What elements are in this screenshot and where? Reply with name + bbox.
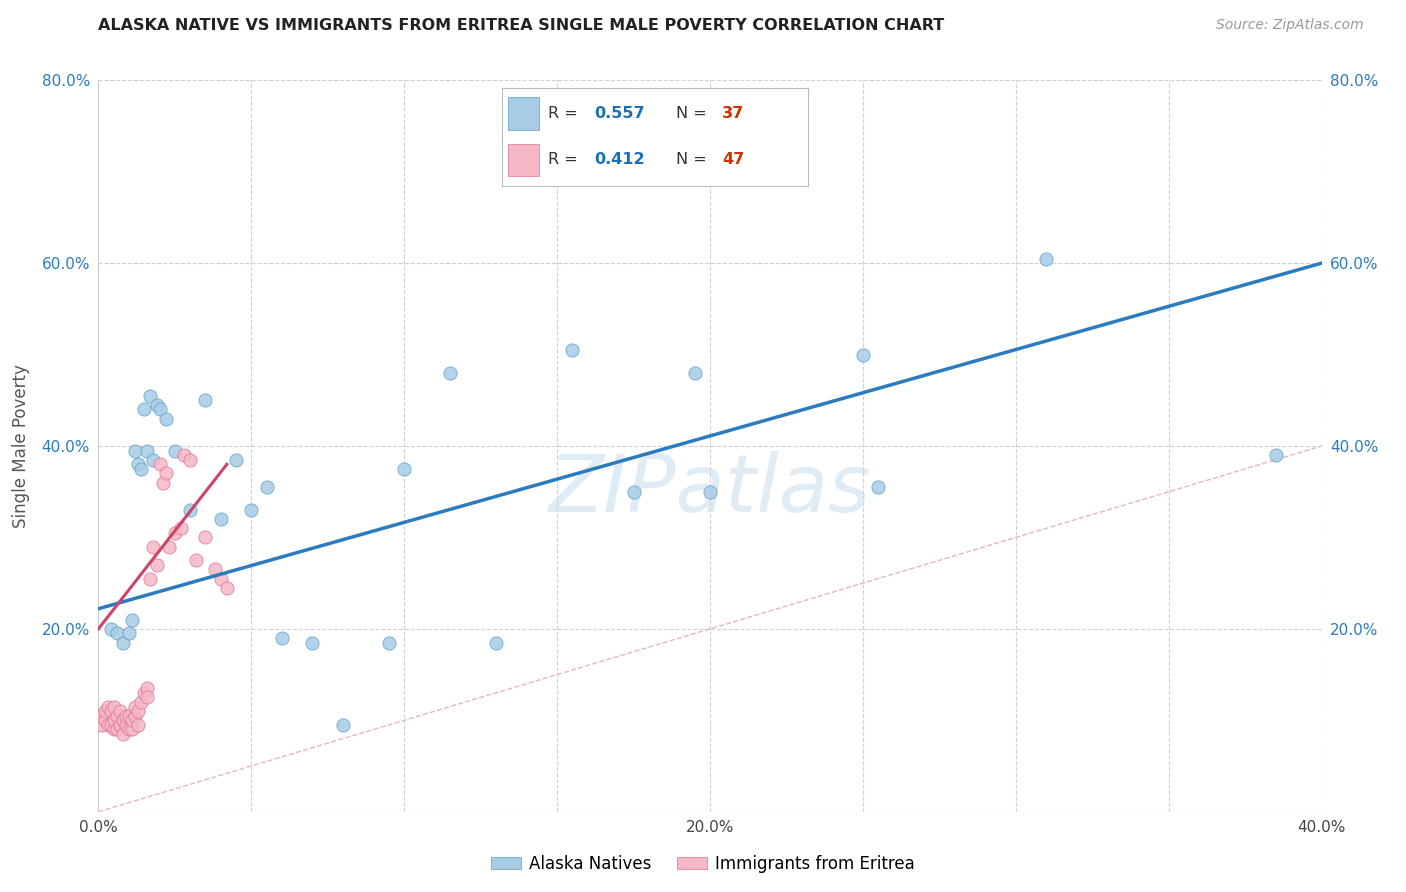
Point <box>270 631 292 645</box>
Point <box>561 343 583 357</box>
Point <box>105 626 128 640</box>
Point <box>97 699 120 714</box>
Point <box>127 704 149 718</box>
Point <box>683 366 706 380</box>
Point <box>100 622 122 636</box>
Point <box>139 389 162 403</box>
Point <box>194 393 217 408</box>
Point <box>194 530 217 544</box>
Point <box>127 718 149 732</box>
Point <box>118 708 141 723</box>
Point <box>90 708 112 723</box>
Point <box>93 714 115 728</box>
Point <box>485 635 508 649</box>
Point <box>699 484 721 499</box>
Point <box>868 480 890 494</box>
Point <box>111 727 134 741</box>
Point <box>129 462 152 476</box>
Point <box>155 411 177 425</box>
Point <box>186 553 208 567</box>
Point <box>170 521 193 535</box>
Point <box>136 690 159 705</box>
Point <box>118 723 141 737</box>
Point <box>90 718 112 732</box>
Point <box>301 635 323 649</box>
Point <box>121 723 143 737</box>
Point <box>1264 448 1286 462</box>
Point <box>124 699 146 714</box>
Point <box>115 718 138 732</box>
Point <box>118 626 141 640</box>
Point <box>129 695 152 709</box>
Point <box>145 558 167 572</box>
Point <box>111 635 134 649</box>
Point <box>145 398 167 412</box>
Legend: Alaska Natives, Immigrants from Eritrea: Alaska Natives, Immigrants from Eritrea <box>485 848 921 880</box>
Point <box>157 540 180 554</box>
Point <box>209 572 232 586</box>
Point <box>103 699 125 714</box>
Point <box>136 681 159 696</box>
Point <box>139 572 162 586</box>
Point <box>124 443 146 458</box>
Point <box>103 723 125 737</box>
Point <box>142 540 165 554</box>
Point <box>155 467 177 481</box>
Point <box>121 613 143 627</box>
Point <box>136 443 159 458</box>
Point <box>173 448 195 462</box>
Text: Source: ZipAtlas.com: Source: ZipAtlas.com <box>1216 18 1364 32</box>
Point <box>179 503 201 517</box>
Point <box>105 708 128 723</box>
Point <box>121 714 143 728</box>
Point <box>93 704 115 718</box>
Point <box>852 348 875 362</box>
Point <box>127 458 149 472</box>
Point <box>332 718 354 732</box>
Point <box>240 503 263 517</box>
Point <box>163 525 186 540</box>
Point <box>134 402 156 417</box>
Point <box>256 480 278 494</box>
Point <box>134 686 156 700</box>
Point <box>1035 252 1057 266</box>
Point <box>623 484 645 499</box>
Point <box>225 452 247 467</box>
Point <box>142 452 165 467</box>
Point <box>215 581 238 595</box>
Point <box>100 718 122 732</box>
Point <box>124 708 146 723</box>
Point <box>204 562 226 576</box>
Point <box>209 512 232 526</box>
Point <box>439 366 461 380</box>
Y-axis label: Single Male Poverty: Single Male Poverty <box>13 364 31 528</box>
Point <box>108 704 131 718</box>
Point <box>392 462 416 476</box>
Point <box>103 714 125 728</box>
Point <box>108 718 131 732</box>
Point <box>115 708 138 723</box>
Point <box>149 458 172 472</box>
Point <box>100 704 122 718</box>
Point <box>179 452 201 467</box>
Text: ALASKA NATIVE VS IMMIGRANTS FROM ERITREA SINGLE MALE POVERTY CORRELATION CHART: ALASKA NATIVE VS IMMIGRANTS FROM ERITREA… <box>98 18 945 33</box>
Point <box>163 443 186 458</box>
Text: ZIPatlas: ZIPatlas <box>548 450 872 529</box>
Point <box>152 475 174 490</box>
Point <box>97 718 120 732</box>
Point <box>105 723 128 737</box>
Point <box>378 635 401 649</box>
Point <box>111 714 134 728</box>
Point <box>149 402 172 417</box>
